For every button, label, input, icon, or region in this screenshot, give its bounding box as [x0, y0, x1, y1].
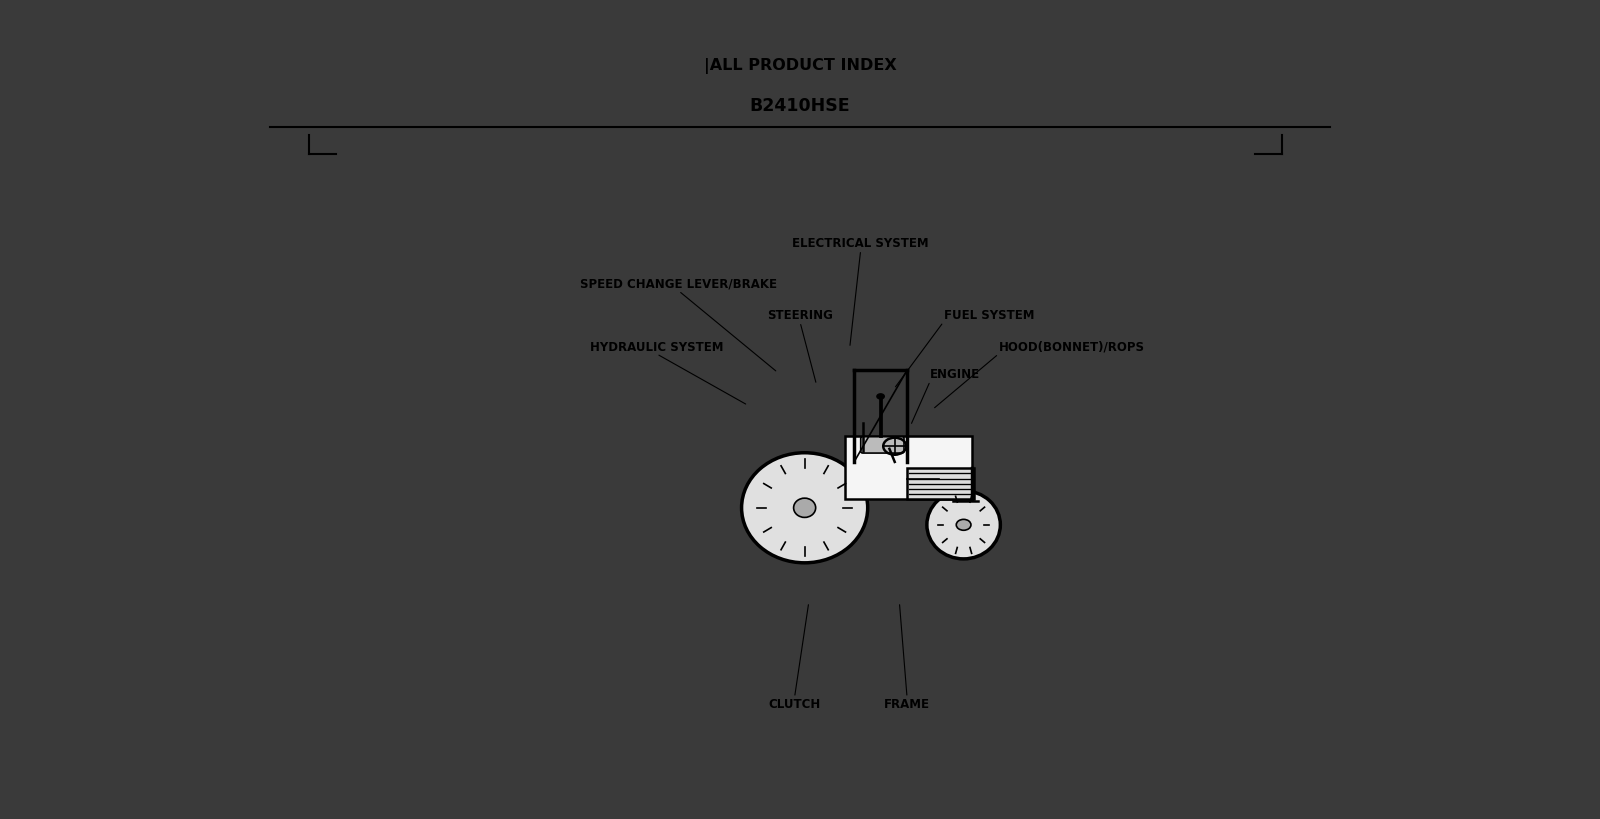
Ellipse shape — [926, 491, 1000, 559]
Text: CLUTCH: CLUTCH — [768, 698, 821, 711]
Text: FUEL SYSTEM: FUEL SYSTEM — [944, 309, 1034, 322]
Text: B2410HSE: B2410HSE — [750, 97, 850, 115]
Ellipse shape — [957, 519, 971, 530]
Text: ENGINE: ENGINE — [930, 368, 981, 381]
Text: STEERING: STEERING — [766, 309, 834, 322]
Ellipse shape — [794, 498, 816, 518]
Text: FRAME: FRAME — [885, 698, 930, 711]
FancyBboxPatch shape — [861, 437, 904, 453]
Text: |ALL PRODUCT INDEX: |ALL PRODUCT INDEX — [704, 57, 896, 74]
Circle shape — [877, 393, 885, 400]
Text: ELECTRICAL SYSTEM: ELECTRICAL SYSTEM — [792, 237, 930, 250]
Ellipse shape — [741, 453, 867, 563]
Text: SPEED CHANGE LEVER/BRAKE: SPEED CHANGE LEVER/BRAKE — [581, 278, 778, 291]
Polygon shape — [907, 468, 974, 499]
FancyBboxPatch shape — [845, 436, 973, 499]
Text: HOOD(BONNET)/ROPS: HOOD(BONNET)/ROPS — [998, 341, 1144, 354]
Text: HYDRAULIC SYSTEM: HYDRAULIC SYSTEM — [590, 341, 723, 354]
